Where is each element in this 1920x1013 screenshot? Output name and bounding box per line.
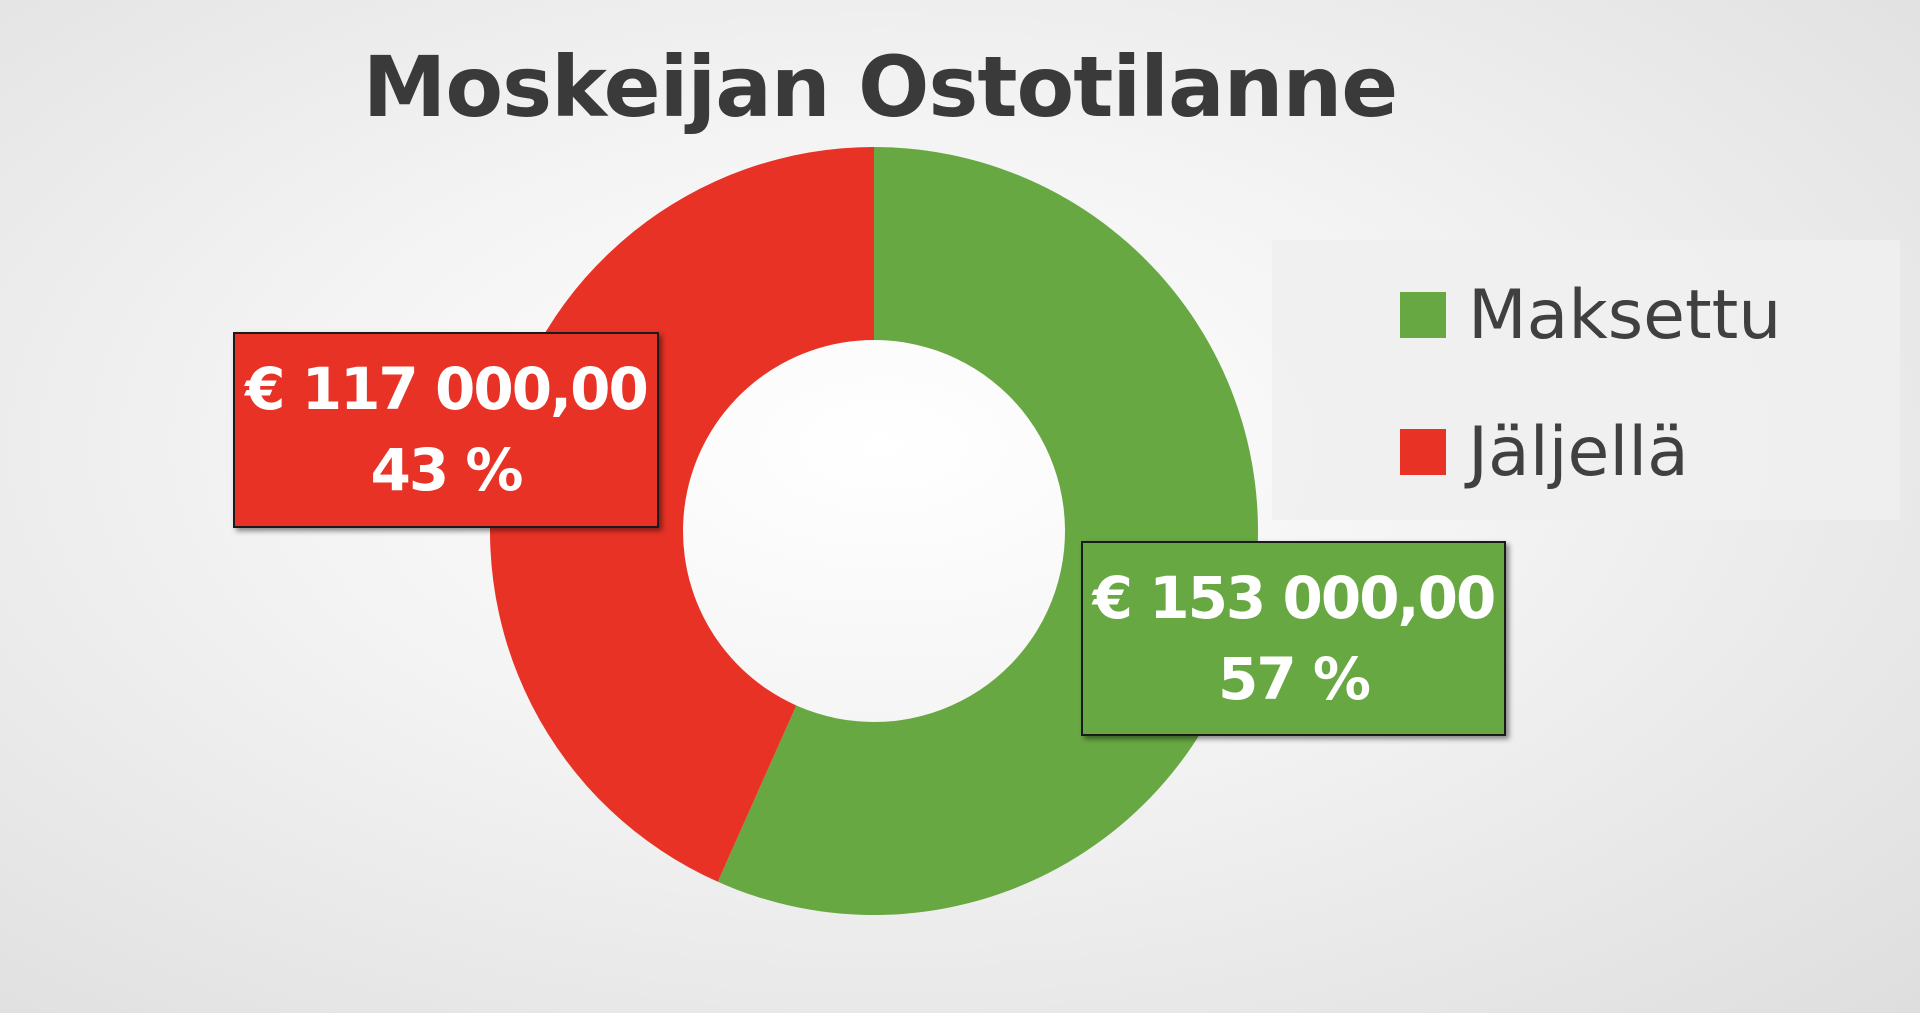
donut-slice-remaining bbox=[489, 147, 874, 882]
data-label-paid-percent: 57 % bbox=[1217, 645, 1371, 713]
data-label-paid-amount: € 153 000,00 bbox=[1092, 564, 1497, 632]
chart-title: Moskeijan Ostotilanne bbox=[362, 38, 1398, 136]
legend-swatch-paid bbox=[1400, 292, 1446, 338]
data-label-remaining: € 117 000,00 43 % bbox=[233, 332, 659, 528]
data-label-remaining-percent: 43 % bbox=[370, 436, 523, 504]
data-label-remaining-amount: € 117 000,00 bbox=[245, 355, 649, 423]
legend-item-remaining: Jäljellä bbox=[1400, 412, 1689, 492]
data-label-paid: € 153 000,00 57 % bbox=[1081, 541, 1506, 736]
legend-item-paid: Maksettu bbox=[1400, 275, 1781, 355]
legend-label-remaining: Jäljellä bbox=[1468, 412, 1689, 492]
legend-swatch-remaining bbox=[1400, 429, 1446, 475]
legend: Maksettu Jäljellä bbox=[1272, 240, 1900, 520]
legend-label-paid: Maksettu bbox=[1468, 275, 1782, 355]
